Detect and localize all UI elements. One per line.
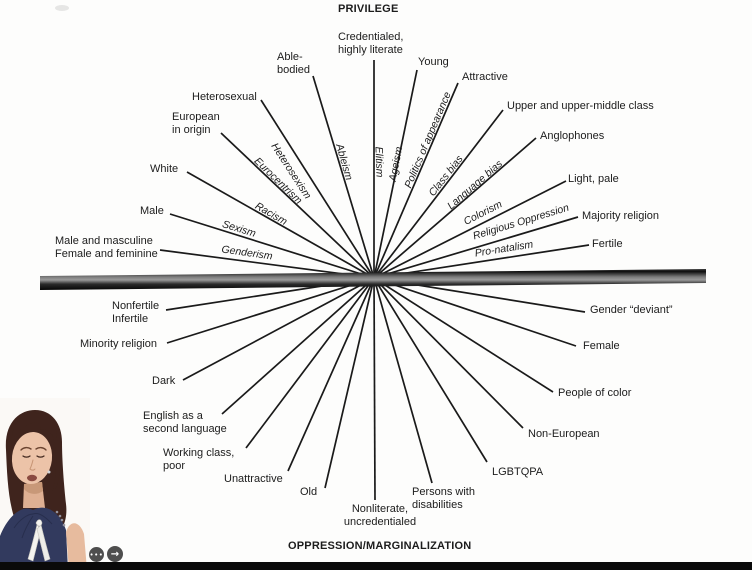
spoke-heterosexism-bottom xyxy=(373,277,488,463)
label-working-class: Working class, poor xyxy=(163,447,235,472)
label-attractive: Attractive xyxy=(462,71,508,83)
presenter-arm xyxy=(66,523,87,570)
spoke-racism-bottom xyxy=(373,277,554,393)
spoke-languagebias-bottom xyxy=(221,277,375,415)
label-non-european: Non-European xyxy=(528,428,600,440)
spoke-politics-bottom xyxy=(287,277,375,472)
spoke-religious-top xyxy=(373,216,579,279)
spoke-classbias-top xyxy=(373,109,504,279)
webcam-video[interactable] xyxy=(0,398,90,570)
presenter-hair-side xyxy=(52,434,61,494)
spoke-eurocentrism-top xyxy=(220,132,375,279)
label-lgbtqpa: LGBTQPA xyxy=(492,466,544,478)
label-old: Old xyxy=(300,486,318,498)
spoke-politics-top xyxy=(373,82,459,279)
axis-label-elitism: Elitism xyxy=(372,146,386,178)
label-european-origin: European in origin xyxy=(172,111,220,136)
presenter-neck-shadow xyxy=(24,482,43,494)
presenter-beaded-strap xyxy=(55,510,66,527)
label-heterosexual: Heterosexual xyxy=(192,91,257,103)
spoke-elitism-bottom xyxy=(373,277,376,501)
label-young: Young xyxy=(418,56,449,68)
label-unattractive: Unattractive xyxy=(224,473,283,485)
spoke-ableism-bottom xyxy=(373,277,433,484)
label-male: Male xyxy=(140,205,164,217)
label-dark: Dark xyxy=(152,375,176,387)
spoke-colorism-bottom xyxy=(182,277,375,381)
horizontal-divider-bar xyxy=(40,269,706,290)
more-options-button[interactable]: ••• xyxy=(89,547,104,562)
spoke-heterosexism-top xyxy=(260,99,375,279)
spoke-sexism-top xyxy=(169,213,375,279)
spoke-ageism-bottom xyxy=(324,277,375,489)
diagram-title-oppression: OPPRESSION/MARGINALIZATION xyxy=(288,540,472,552)
spoke-religious-bottom xyxy=(166,277,375,344)
label-minority-religion: Minority religion xyxy=(80,338,158,350)
label-persons-with-disabilities: Persons with disabilities xyxy=(412,486,475,511)
presenter-facial-features xyxy=(20,446,47,471)
presenter-earring xyxy=(47,470,51,474)
spoke-sexism-bottom xyxy=(373,277,577,347)
label-female: Female xyxy=(583,340,620,352)
more-icon: ••• xyxy=(89,550,104,559)
bottom-bar xyxy=(0,562,752,570)
spoke-classbias-bottom xyxy=(245,277,375,449)
label-people-of-color: People of color xyxy=(558,387,632,399)
presenter-top-folds xyxy=(13,512,53,539)
label-nonfertile: Nonfertile Infertile xyxy=(112,300,160,325)
spoke-languagebias-top xyxy=(373,137,537,279)
label-white: White xyxy=(150,163,179,175)
label-gender-deviant: Gender “deviant” xyxy=(590,304,673,316)
presenter-face xyxy=(11,432,53,484)
label-upper-class: Upper and upper-middle class xyxy=(507,100,654,112)
label-nonliterate: Nonliterate, uncredentialed xyxy=(343,503,417,528)
smudge-artifact xyxy=(55,5,69,11)
label-light-pale: Light, pale xyxy=(568,173,619,185)
spoke-ableism-top xyxy=(312,75,375,279)
spoke-colorism-top xyxy=(373,180,567,279)
label-english-second-language: English as a second language xyxy=(143,410,227,435)
label-male-masculine: Male and masculine Female and feminine xyxy=(55,235,158,260)
presenter-hair-fringe xyxy=(11,412,58,446)
presenter-mouth xyxy=(27,474,37,482)
spoke-ageism-top xyxy=(373,69,418,279)
label-majority-religion: Majority religion xyxy=(582,210,660,222)
label-fertile: Fertile xyxy=(592,238,623,250)
spoke-eurocentrism-bottom xyxy=(373,277,524,429)
next-button[interactable]: → xyxy=(107,546,123,562)
label-anglophones: Anglophones xyxy=(540,130,605,142)
arrow-right-icon: → xyxy=(110,548,120,560)
label-credentialed: Credentialed, highly literate xyxy=(338,31,404,56)
white-ribbon-pin xyxy=(27,519,51,562)
label-able-bodied: Able- bodied xyxy=(277,51,311,76)
diagram-title-privilege: PRIVILEGE xyxy=(338,3,399,15)
spoke-racism-top xyxy=(186,171,375,279)
